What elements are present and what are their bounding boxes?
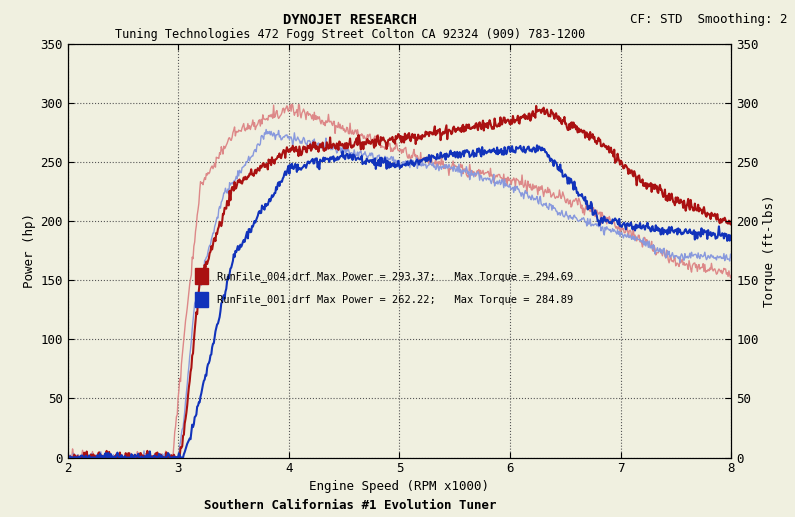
Y-axis label: Power (hp): Power (hp) (23, 213, 36, 288)
Y-axis label: Torque (ft-lbs): Torque (ft-lbs) (763, 194, 776, 307)
Text: CF: STD  Smoothing: 2: CF: STD Smoothing: 2 (630, 13, 787, 26)
Text: Southern Californias #1 Evolution Tuner: Southern Californias #1 Evolution Tuner (204, 499, 496, 512)
Text: DYNOJET RESEARCH: DYNOJET RESEARCH (283, 13, 417, 27)
Bar (195, 292, 208, 308)
Text: RunFile_004.drf Max Power = 293.37;   Max Torque = 294.69: RunFile_004.drf Max Power = 293.37; Max … (217, 271, 573, 282)
Text: Tuning Technologies 472 Fogg Street Colton CA 92324 (909) 783-1200: Tuning Technologies 472 Fogg Street Colt… (114, 28, 585, 41)
X-axis label: Engine Speed (RPM x1000): Engine Speed (RPM x1000) (309, 480, 490, 493)
Text: RunFile_001.drf Max Power = 262.22;   Max Torque = 284.89: RunFile_001.drf Max Power = 262.22; Max … (217, 294, 573, 305)
Bar (195, 268, 208, 284)
